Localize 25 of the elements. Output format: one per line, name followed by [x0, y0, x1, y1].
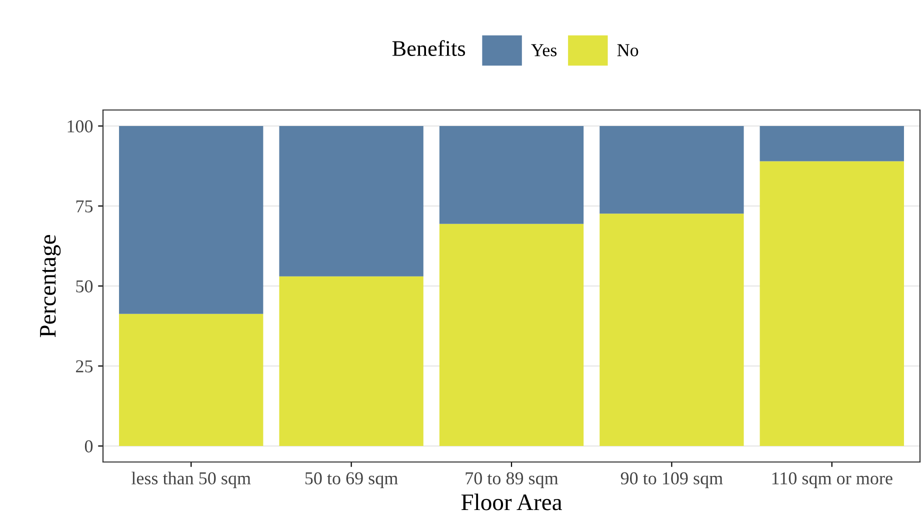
y-axis-title: Percentage [40, 235, 61, 338]
bar [119, 126, 264, 314]
bar [600, 126, 744, 214]
y-tick-label: 0 [84, 440, 93, 452]
y-tick-label: 100 [68, 120, 93, 132]
x-tick-label: less than 50 sqm [132, 472, 251, 488]
legend-title: Benefits [392, 40, 466, 56]
x-axis-title: Floor Area [461, 494, 562, 510]
y-tick-label: 75 [76, 200, 93, 212]
x-tick-label: 90 to 109 sqm [620, 472, 723, 488]
legend-label: No [617, 44, 638, 56]
bar [439, 126, 584, 224]
bar [279, 126, 424, 276]
bar [760, 126, 904, 162]
y-tick-label: 50 [76, 280, 93, 292]
bar [760, 161, 904, 446]
legend-label: Yes [531, 44, 557, 56]
x-tick-label: 70 to 89 sqm [466, 472, 558, 488]
bar [600, 214, 744, 446]
bar [439, 224, 584, 446]
x-tick-label: 110 sqm or more [772, 472, 892, 488]
x-tick-label: 50 to 69 sqm [305, 472, 398, 488]
y-tick-label: 25 [76, 360, 93, 372]
bar [119, 314, 264, 446]
bar [279, 276, 424, 446]
